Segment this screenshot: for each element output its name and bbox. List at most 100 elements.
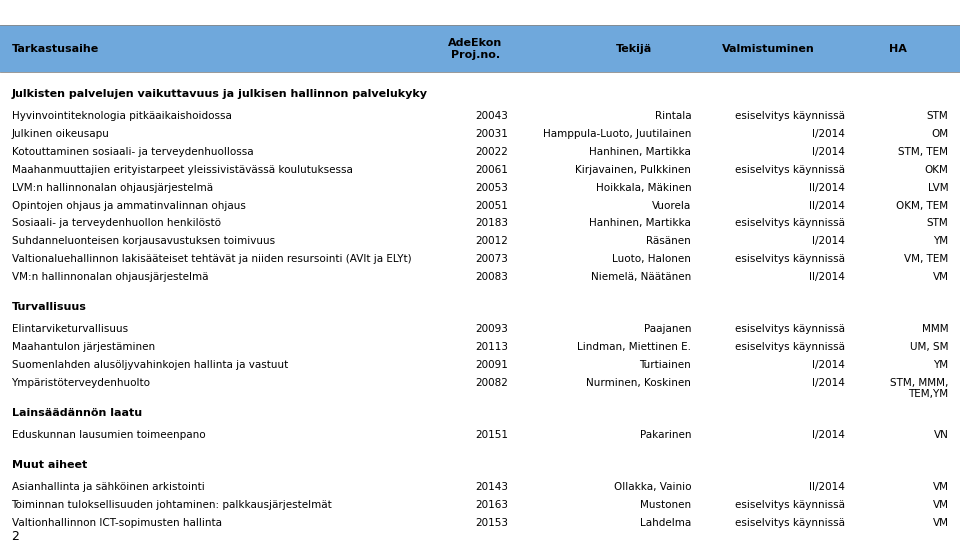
Text: STM: STM xyxy=(926,111,948,121)
Text: Elintarviketurvallisuus: Elintarviketurvallisuus xyxy=(12,324,128,334)
Text: OKM, TEM: OKM, TEM xyxy=(897,201,948,211)
Text: Suhdanneluonteisen korjausavustuksen toimivuus: Suhdanneluonteisen korjausavustuksen toi… xyxy=(12,236,275,246)
Text: esiselvitys käynnissä: esiselvitys käynnissä xyxy=(734,342,845,352)
Text: OKM: OKM xyxy=(924,165,948,175)
Text: Lindman, Miettinen E.: Lindman, Miettinen E. xyxy=(577,342,691,352)
Text: Valtionhallinnon ICT-sopimusten hallinta: Valtionhallinnon ICT-sopimusten hallinta xyxy=(12,518,222,528)
Text: 20183: 20183 xyxy=(475,218,508,228)
Text: VM: VM xyxy=(932,482,948,492)
Text: VM: VM xyxy=(932,272,948,282)
Text: 20091: 20091 xyxy=(475,360,508,370)
Text: YM: YM xyxy=(933,360,948,370)
Text: I/2014: I/2014 xyxy=(812,129,845,139)
Text: Tarkastusaihe: Tarkastusaihe xyxy=(12,44,99,53)
Text: HA: HA xyxy=(889,44,906,53)
Text: II/2014: II/2014 xyxy=(809,272,845,282)
Text: Mustonen: Mustonen xyxy=(640,500,691,510)
Text: II/2014: II/2014 xyxy=(809,183,845,193)
Text: 20031: 20031 xyxy=(475,129,508,139)
Text: STM, TEM: STM, TEM xyxy=(899,147,948,157)
Text: Toiminnan tuloksellisuuden johtaminen: palkkausjärjestelmät: Toiminnan tuloksellisuuden johtaminen: p… xyxy=(12,500,332,510)
Text: I/2014: I/2014 xyxy=(812,360,845,370)
Text: VN: VN xyxy=(934,430,948,440)
Text: VM:n hallinnonalan ohjausjärjestelmä: VM:n hallinnonalan ohjausjärjestelmä xyxy=(12,272,208,282)
Text: UM, SM: UM, SM xyxy=(910,342,948,352)
Text: 20051: 20051 xyxy=(475,201,508,211)
Text: Hamppula-Luoto, Juutilainen: Hamppula-Luoto, Juutilainen xyxy=(542,129,691,139)
Text: Hanhinen, Martikka: Hanhinen, Martikka xyxy=(589,147,691,157)
Text: Maahantulon järjestäminen: Maahantulon järjestäminen xyxy=(12,342,155,352)
Text: Rintala: Rintala xyxy=(655,111,691,121)
Text: Hoikkala, Mäkinen: Hoikkala, Mäkinen xyxy=(595,183,691,193)
Text: VM: VM xyxy=(932,500,948,510)
Text: 20082: 20082 xyxy=(475,378,508,388)
Text: Eduskunnan lausumien toimeenpano: Eduskunnan lausumien toimeenpano xyxy=(12,430,205,440)
Text: 2: 2 xyxy=(12,530,19,543)
Text: Julkisten palvelujen vaikuttavuus ja julkisen hallinnon palvelukyky: Julkisten palvelujen vaikuttavuus ja jul… xyxy=(12,89,427,99)
Text: esiselvitys käynnissä: esiselvitys käynnissä xyxy=(734,111,845,121)
Text: esiselvitys käynnissä: esiselvitys käynnissä xyxy=(734,165,845,175)
Text: OM: OM xyxy=(931,129,948,139)
Text: esiselvitys käynnissä: esiselvitys käynnissä xyxy=(734,500,845,510)
Text: esiselvitys käynnissä: esiselvitys käynnissä xyxy=(734,518,845,528)
Text: Valmistuminen: Valmistuminen xyxy=(722,44,814,53)
Text: Paajanen: Paajanen xyxy=(644,324,691,334)
Text: STM, MMM,
TEM,YM: STM, MMM, TEM,YM xyxy=(890,378,948,399)
Text: 20012: 20012 xyxy=(475,236,508,246)
Text: Valtionaluehallinnon lakisääteiset tehtävät ja niiden resursointi (AVIt ja ELYt): Valtionaluehallinnon lakisääteiset tehtä… xyxy=(12,254,411,264)
Text: Turvallisuus: Turvallisuus xyxy=(12,302,86,312)
Text: Kotouttaminen sosiaali- ja terveydenhuollossa: Kotouttaminen sosiaali- ja terveydenhuol… xyxy=(12,147,253,157)
Text: esiselvitys käynnissä: esiselvitys käynnissä xyxy=(734,218,845,228)
Text: Nurminen, Koskinen: Nurminen, Koskinen xyxy=(587,378,691,388)
Text: 20073: 20073 xyxy=(475,254,508,264)
Text: 20083: 20083 xyxy=(475,272,508,282)
Text: Pakarinen: Pakarinen xyxy=(639,430,691,440)
Text: Kirjavainen, Pulkkinen: Kirjavainen, Pulkkinen xyxy=(575,165,691,175)
Text: Ollakka, Vainio: Ollakka, Vainio xyxy=(613,482,691,492)
Text: I/2014: I/2014 xyxy=(812,236,845,246)
Text: 20113: 20113 xyxy=(475,342,508,352)
Text: Vuorela: Vuorela xyxy=(652,201,691,211)
Text: Luoto, Halonen: Luoto, Halonen xyxy=(612,254,691,264)
Text: Julkinen oikeusapu: Julkinen oikeusapu xyxy=(12,129,109,139)
Text: Lahdelma: Lahdelma xyxy=(640,518,691,528)
Text: Hanhinen, Martikka: Hanhinen, Martikka xyxy=(589,218,691,228)
Text: STM: STM xyxy=(926,218,948,228)
Text: Turtiainen: Turtiainen xyxy=(639,360,691,370)
Text: LVM: LVM xyxy=(928,183,948,193)
Text: VM: VM xyxy=(932,518,948,528)
Text: LVM:n hallinnonalan ohjausjärjestelmä: LVM:n hallinnonalan ohjausjärjestelmä xyxy=(12,183,213,193)
Text: Tekijä: Tekijä xyxy=(615,44,652,53)
Text: Sosiaali- ja terveydenhuollon henkilöstö: Sosiaali- ja terveydenhuollon henkilöstö xyxy=(12,218,221,228)
Text: 20053: 20053 xyxy=(475,183,508,193)
Text: I/2014: I/2014 xyxy=(812,378,845,388)
Text: Hyvinvointiteknologia pitkäaikaishoidossa: Hyvinvointiteknologia pitkäaikaishoidoss… xyxy=(12,111,231,121)
Text: I/2014: I/2014 xyxy=(812,430,845,440)
Text: AdeEkon
Proj.no.: AdeEkon Proj.no. xyxy=(448,38,502,60)
Text: 20143: 20143 xyxy=(475,482,508,492)
Text: MMM: MMM xyxy=(922,324,948,334)
Text: Lainsäädännön laatu: Lainsäädännön laatu xyxy=(12,408,142,418)
Text: 20153: 20153 xyxy=(475,518,508,528)
Text: 20043: 20043 xyxy=(475,111,508,121)
Text: Suomenlahden alusöljyvahinkojen hallinta ja vastuut: Suomenlahden alusöljyvahinkojen hallinta… xyxy=(12,360,288,370)
Text: I/2014: I/2014 xyxy=(812,147,845,157)
Text: II/2014: II/2014 xyxy=(809,201,845,211)
Text: 20151: 20151 xyxy=(475,430,508,440)
Text: 20061: 20061 xyxy=(475,165,508,175)
Text: Muut aiheet: Muut aiheet xyxy=(12,460,86,470)
Text: 20093: 20093 xyxy=(475,324,508,334)
Text: Niemelä, Näätänen: Niemelä, Näätänen xyxy=(591,272,691,282)
Text: Räsänen: Räsänen xyxy=(646,236,691,246)
Text: II/2014: II/2014 xyxy=(809,482,845,492)
Text: Asianhallinta ja sähköinen arkistointi: Asianhallinta ja sähköinen arkistointi xyxy=(12,482,204,492)
Text: Maahanmuuttajien erityistarpeet yleissivistävässä koulutuksessa: Maahanmuuttajien erityistarpeet yleissiv… xyxy=(12,165,352,175)
Text: esiselvitys käynnissä: esiselvitys käynnissä xyxy=(734,324,845,334)
Text: esiselvitys käynnissä: esiselvitys käynnissä xyxy=(734,254,845,264)
Bar xyxy=(0,25,960,72)
Text: YM: YM xyxy=(933,236,948,246)
Text: 20163: 20163 xyxy=(475,500,508,510)
Text: Ympäristöterveydenhuolto: Ympäristöterveydenhuolto xyxy=(12,378,151,388)
Text: VM, TEM: VM, TEM xyxy=(904,254,948,264)
Text: 20022: 20022 xyxy=(475,147,508,157)
